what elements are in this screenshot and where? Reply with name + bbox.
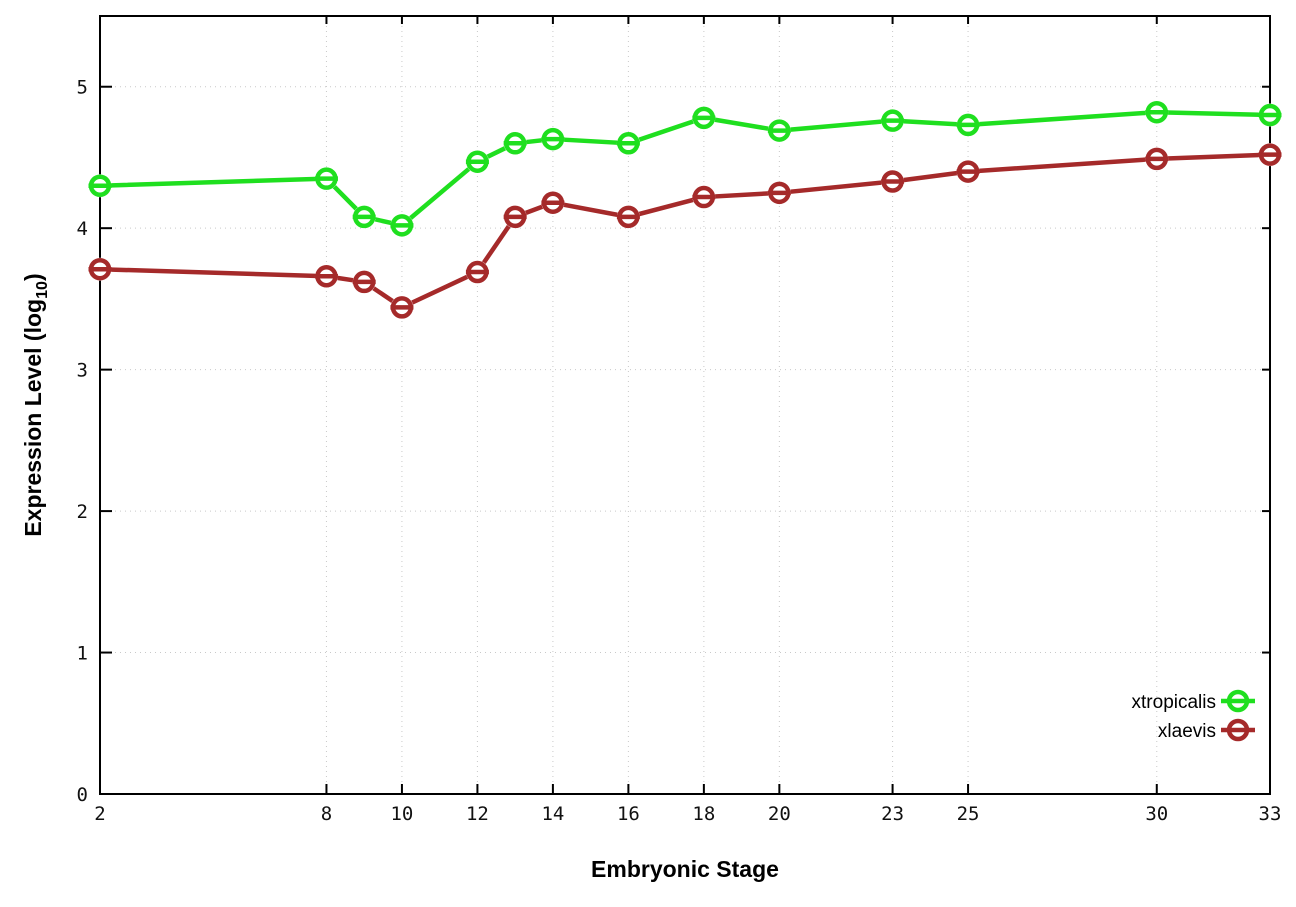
data-point-xlaevis xyxy=(692,185,716,209)
data-point-xlaevis xyxy=(1258,143,1282,166)
y-axis-title-subscript: 10 xyxy=(32,281,51,299)
data-point-xlaevis xyxy=(768,181,791,205)
data-point-xtropicalis xyxy=(352,205,376,229)
data-point-xtropicalis xyxy=(466,150,489,173)
data-point-xlaevis xyxy=(88,257,112,281)
series-line-xtropicalis xyxy=(97,109,1273,228)
data-point-xlaevis xyxy=(541,191,565,214)
data-point-xlaevis xyxy=(1145,147,1169,171)
y-tick-label: 4 xyxy=(77,218,88,240)
data-point-xtropicalis xyxy=(1258,103,1282,127)
data-point-xtropicalis xyxy=(768,119,791,142)
data-point-xlaevis xyxy=(390,296,414,319)
data-point-xtropicalis xyxy=(1145,100,1169,124)
x-tick-label: 18 xyxy=(692,803,715,825)
y-axis-title-close: ) xyxy=(20,273,47,282)
y-tick-label: 5 xyxy=(77,77,88,99)
data-point-xtropicalis xyxy=(541,127,565,151)
data-point-xlaevis xyxy=(352,270,376,294)
x-tick-label: 23 xyxy=(881,803,904,825)
data-point-xtropicalis xyxy=(315,167,338,190)
y-tick-label: 0 xyxy=(77,784,88,806)
y-tick-label: 3 xyxy=(77,360,88,382)
y-axis-title-text: Expression Level (log xyxy=(20,298,47,537)
x-tick-label: 12 xyxy=(466,803,489,825)
data-point-xtropicalis xyxy=(617,132,640,155)
data-point-xtropicalis xyxy=(390,214,414,237)
data-point-xtropicalis xyxy=(881,109,904,132)
x-axis-title: Embryonic Stage xyxy=(591,856,779,882)
x-tick-label: 25 xyxy=(957,803,980,825)
data-point-xlaevis xyxy=(315,265,338,288)
data-point-xtropicalis xyxy=(88,174,112,197)
y-axis-title: Expression Level (log10) xyxy=(20,273,52,536)
data-point-xlaevis xyxy=(881,170,904,193)
x-tick-label: 30 xyxy=(1145,803,1168,825)
x-tick-label: 8 xyxy=(321,803,332,825)
x-tick-label: 20 xyxy=(768,803,791,825)
data-point-xlaevis xyxy=(956,160,980,183)
x-tick-label: 16 xyxy=(617,803,640,825)
plot-border xyxy=(99,15,1271,795)
data-point-xtropicalis xyxy=(503,132,527,155)
data-point-xtropicalis xyxy=(956,113,980,137)
x-tick-label: 14 xyxy=(541,803,564,825)
legend-label-xtropicalis: xtropicalis xyxy=(1132,692,1216,713)
x-tick-label: 33 xyxy=(1259,803,1282,825)
legend-label-xlaevis: xlaevis xyxy=(1158,721,1216,742)
data-point-xtropicalis xyxy=(692,106,716,130)
data-point-xlaevis xyxy=(617,205,640,229)
y-tick-label: 2 xyxy=(77,501,88,523)
x-tick-label: 10 xyxy=(390,803,413,825)
y-tick-label: 1 xyxy=(77,643,88,665)
series-line-xlaevis xyxy=(97,152,1273,310)
data-point-xlaevis xyxy=(503,205,527,229)
x-tick-label: 2 xyxy=(94,803,105,825)
data-point-xlaevis xyxy=(466,260,489,284)
